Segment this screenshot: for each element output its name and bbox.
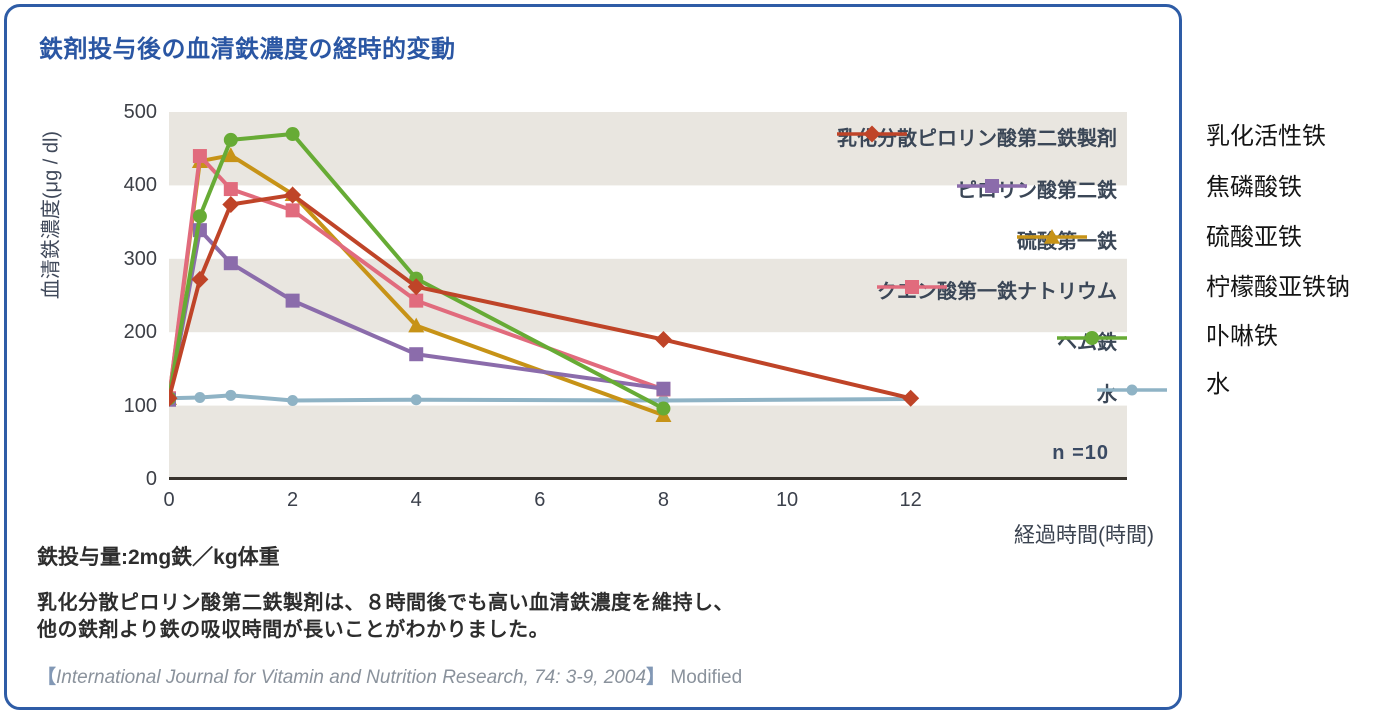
triangle-marker: [1044, 229, 1060, 244]
circle-marker: [225, 389, 237, 401]
diamond-marker: [902, 389, 920, 407]
y-tick-label: 100: [123, 394, 157, 417]
legend-item: 水: [1097, 379, 1167, 406]
translation-label: 水: [1206, 371, 1230, 398]
x-tick-label: 0: [163, 489, 175, 511]
y-axis-label: 血清鉄濃度(μg / dl): [40, 130, 63, 300]
translation-label: 卟啉铁: [1206, 323, 1278, 350]
x-axis-label: 経過時間(時間): [1014, 524, 1154, 547]
square-marker: [223, 256, 238, 271]
triangle-marker: [222, 147, 239, 163]
chart-canvas: [169, 112, 1127, 479]
summary-line-1: 乳化分散ピロリン酸第二鉄製剤は、８時間後でも高い血清鉄濃度を維持し、: [37, 592, 734, 614]
legend-item: クエン酸第一鉄ナトリウム: [877, 276, 1125, 303]
chart-title: 鉄剤投与後の血清鉄濃度の経時的変動: [39, 36, 456, 63]
x-axis-line: [169, 477, 1127, 480]
square-marker: [905, 280, 919, 294]
diamond-marker: [169, 389, 178, 407]
y-tick-label: 400: [123, 174, 157, 197]
diamond-marker: [407, 278, 425, 296]
square-marker: [656, 381, 671, 396]
square-marker: [285, 203, 300, 218]
circle-marker: [1085, 331, 1099, 345]
legend-label: 乳化分散ピロリン酸第二鉄製剤: [837, 127, 1117, 150]
square-marker: [985, 179, 999, 193]
diamond-marker: [191, 270, 209, 288]
circle-marker: [223, 132, 238, 147]
translation-label: 乳化活性铁: [1206, 123, 1326, 150]
y-tick-label: 500: [123, 101, 157, 123]
legend-marker: [1017, 229, 1087, 244]
legend-item: 硫酸第一鉄: [1017, 226, 1125, 253]
x-tick-label: 10: [775, 489, 799, 511]
citation-close-bracket: 】: [646, 667, 666, 688]
dose-note: 鉄投与量:2mg鉄／kg体重: [37, 546, 280, 569]
citation-modified: Modified: [665, 667, 743, 688]
legend-marker: [1057, 331, 1127, 345]
y-tick-label: 200: [123, 321, 157, 344]
legend-item: ヘム鉄: [1057, 327, 1127, 354]
plot-area: 乳化分散ピロリン酸第二鉄製剤ピロリン酸第二鉄硫酸第一鉄クエン酸第一鉄ナトリウムヘ…: [169, 112, 1167, 479]
square-marker: [192, 149, 207, 164]
square-marker: [223, 182, 238, 197]
diamond-marker: [284, 186, 302, 204]
square-marker: [409, 293, 424, 308]
translation-label: 硫酸亚铁: [1206, 224, 1302, 251]
citation-open-bracket: 【: [37, 667, 57, 688]
x-tick-label: 4: [410, 489, 422, 511]
legend-item: ピロリン酸第二鉄: [957, 175, 1125, 202]
square-marker: [409, 347, 424, 362]
translation-label: 柠檬酸亚铁钠: [1206, 274, 1350, 301]
x-tick-label: 8: [657, 489, 669, 511]
circle-marker: [287, 394, 299, 406]
circle-marker: [285, 127, 300, 142]
legend-item: 乳化分散ピロリン酸第二鉄製剤: [837, 123, 1125, 150]
circle-marker: [192, 209, 207, 224]
circle-marker: [410, 394, 422, 406]
diamond-marker: [654, 331, 672, 349]
circle-marker: [1126, 384, 1138, 396]
x-tick-label: 12: [899, 489, 922, 511]
series-line: [169, 132, 666, 411]
background-band: [169, 258, 1127, 333]
y-tick-label: 0: [145, 468, 157, 490]
summary-line-2: 他の鉄剤より鉄の吸収時間が長いことがわかりました。: [37, 619, 550, 641]
x-tick-label: 6: [534, 489, 546, 511]
legend-marker: [877, 280, 947, 294]
triangle-marker: [408, 317, 425, 333]
diamond-marker: [222, 195, 240, 213]
diamond-marker: [863, 125, 881, 143]
x-tick-label: 2: [287, 489, 299, 511]
chart-card: 鉄剤投与後の血清鉄濃度の経時的変動 血清鉄濃度(μg / dl) 0 100 200…: [4, 4, 1182, 710]
y-tick-label: 300: [123, 247, 157, 270]
sample-size-label: n =10: [1052, 442, 1109, 464]
legend-marker: [1097, 384, 1167, 396]
background-band: [169, 405, 1127, 479]
circle-marker: [194, 392, 206, 404]
circle-marker: [656, 401, 671, 416]
translation-label: 焦磷酸铁: [1206, 174, 1302, 201]
citation: 【International Journal for Vitamin and N…: [37, 662, 742, 689]
citation-journal: International Journal for Vitamin and Nu…: [56, 667, 647, 688]
legend-marker: [837, 125, 907, 143]
legend-marker: [957, 179, 1027, 193]
series-line: [169, 393, 913, 403]
square-marker: [285, 293, 300, 308]
